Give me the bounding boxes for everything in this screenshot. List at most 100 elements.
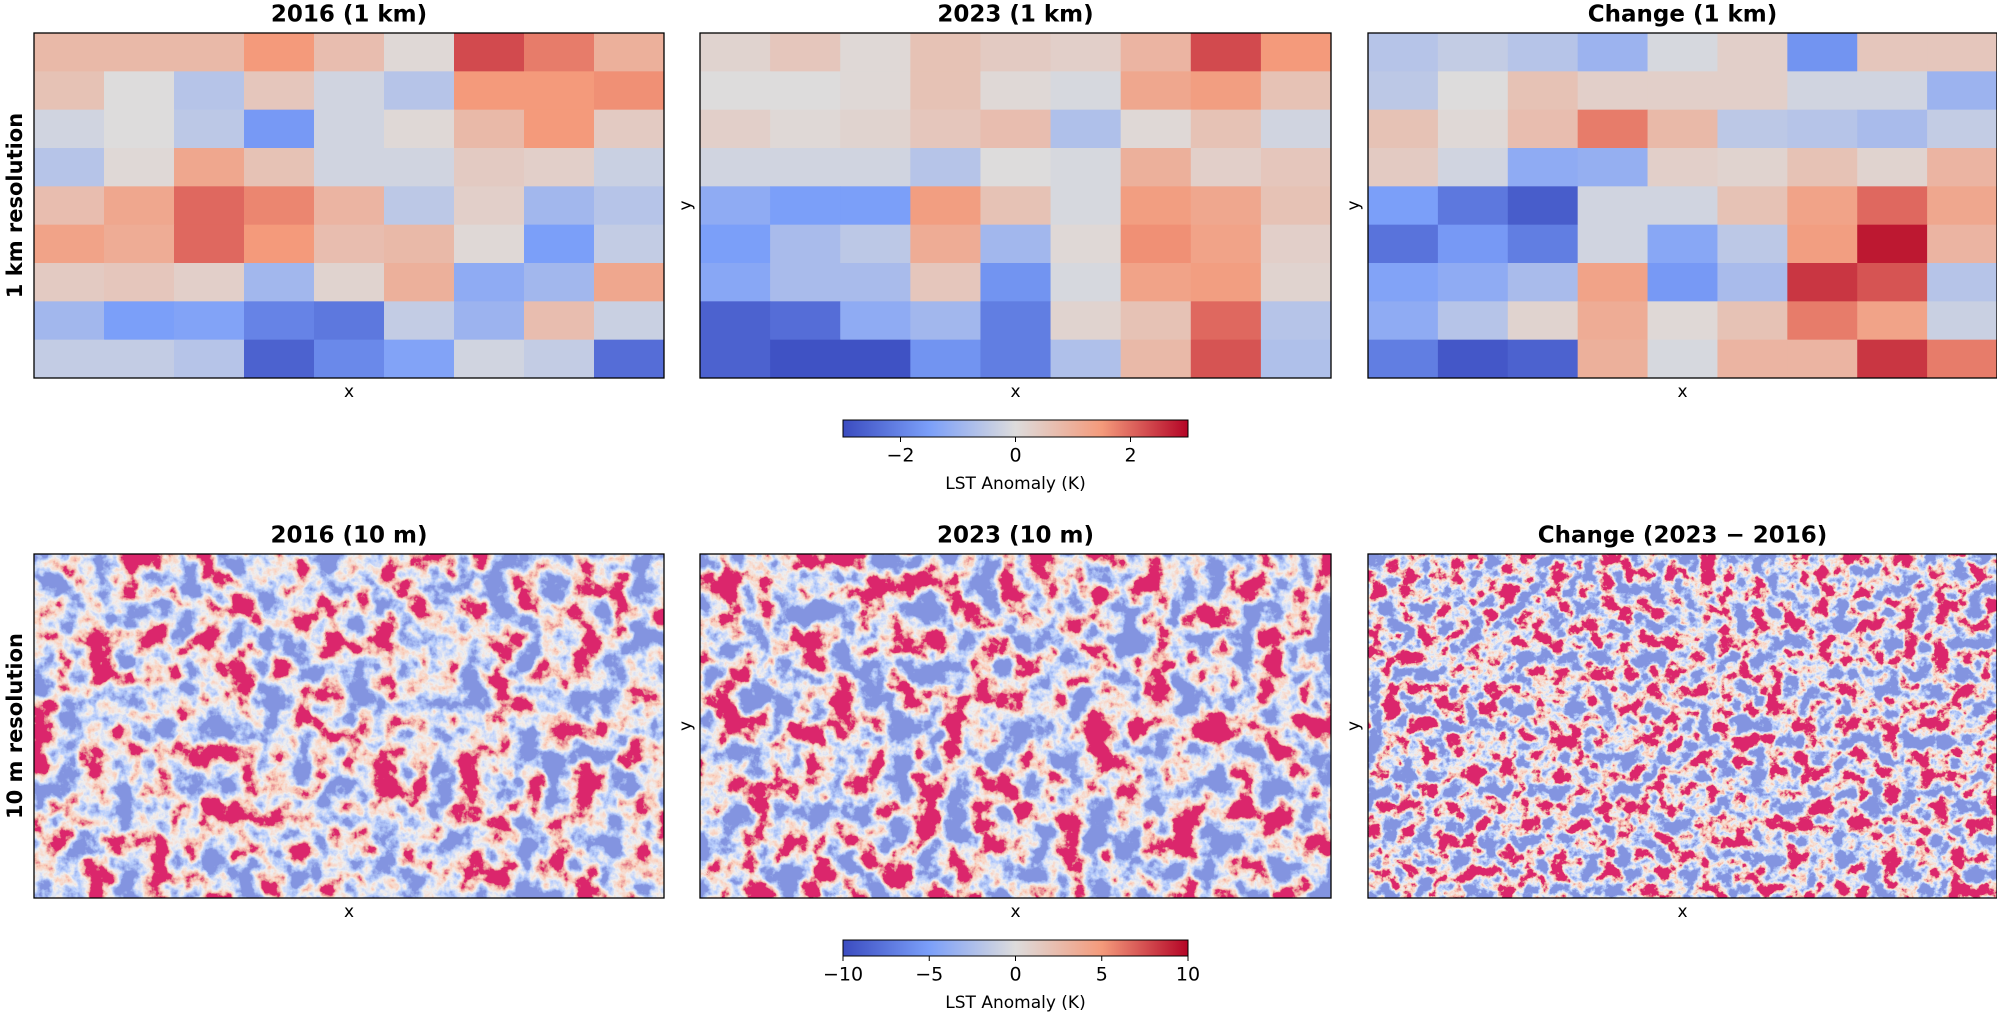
heatmap-cell — [1368, 33, 1439, 72]
heatmap-cell — [1120, 301, 1192, 341]
heatmap-cell — [910, 301, 981, 341]
heatmap-cell — [1787, 33, 1858, 72]
heatmap-cell — [454, 301, 525, 341]
heatmap-cell — [980, 224, 1052, 264]
heatmap-cell — [700, 263, 771, 302]
heatmap-cell — [1717, 263, 1788, 302]
heatmap-cell — [770, 186, 841, 226]
heatmap-cell — [524, 186, 595, 226]
heatmap-cell — [34, 224, 105, 264]
heatmap-cell — [1857, 148, 1928, 187]
heatmap-cell — [1260, 263, 1332, 302]
heatmap-cell — [1190, 224, 1262, 264]
panel-frame — [699, 553, 1332, 899]
heatmap-cell — [1190, 263, 1262, 302]
heatmap-cell — [1437, 186, 1509, 226]
heatmap-cell — [1927, 71, 1997, 111]
heatmap-cell — [1927, 263, 1997, 302]
heatmap-cell — [104, 339, 175, 379]
row-label: 10 m resolution — [3, 633, 27, 819]
heatmap-cell — [1368, 301, 1439, 341]
x-axis-label: x — [1010, 382, 1020, 402]
heatmap-cell — [910, 71, 981, 111]
heatmap-cell — [1507, 339, 1579, 379]
heatmap-cell — [1368, 109, 1439, 149]
heatmap-cell — [1507, 263, 1579, 302]
heatmap-cell — [770, 301, 841, 341]
heatmap-cell — [34, 186, 105, 226]
heatmap-cell — [1577, 301, 1649, 341]
x-axis-label: x — [1677, 902, 1687, 922]
heatmap-cell — [980, 71, 1052, 111]
heatmap-cell — [524, 301, 595, 341]
heatmap-cell — [840, 263, 911, 302]
heatmap-cell — [524, 71, 595, 111]
heatmap-cell — [174, 186, 245, 226]
heatmap-cell — [104, 148, 175, 187]
heatmap-cell — [1050, 224, 1122, 264]
heatmap-cell — [1647, 301, 1718, 341]
heatmap-cell — [384, 33, 455, 72]
heatmap-cell — [840, 148, 911, 187]
colorbar — [842, 939, 1189, 957]
heatmap-cell — [314, 71, 385, 111]
heatmap-cell — [1260, 301, 1332, 341]
y-axis-label: y — [1344, 721, 1364, 731]
heatmap-cell — [980, 33, 1052, 72]
heatmap-cell — [770, 339, 841, 379]
heatmap-cell — [980, 339, 1052, 379]
heatmap-cell — [594, 109, 665, 149]
heatmap-cell — [524, 224, 595, 264]
heatmap-cell — [244, 33, 315, 72]
heatmap-cell — [1368, 224, 1439, 264]
colorbar-tick-label: 10 — [1176, 964, 1200, 986]
heatmap-cell — [34, 33, 105, 72]
heatmap-cell — [34, 71, 105, 111]
heatmap-cell — [840, 224, 911, 264]
heatmap-cell — [1857, 33, 1928, 72]
heatmap-cell — [770, 109, 841, 149]
panel-frame — [699, 32, 1332, 379]
heatmap-cell — [1787, 109, 1858, 149]
heatmap-cell — [1647, 71, 1718, 111]
panel-title: 2016 (10 m) — [270, 523, 427, 549]
heatmap-cell — [1857, 109, 1928, 149]
heatmap-cell — [384, 71, 455, 111]
heatmap-cell — [314, 148, 385, 187]
heatmap-cell — [1260, 109, 1332, 149]
heatmap-cell — [1717, 186, 1788, 226]
heatmap-cell — [104, 186, 175, 226]
heatmap-cell — [104, 263, 175, 302]
heatmap-cell — [1857, 224, 1928, 264]
heatmap-cell — [1857, 263, 1928, 302]
heatmap-cell — [104, 71, 175, 111]
colorbar-tick-label: −2 — [886, 445, 914, 467]
heatmap-cell — [384, 224, 455, 264]
heatmap-cell — [1507, 148, 1579, 187]
x-axis-label: x — [1010, 902, 1020, 922]
heatmap-cell — [1050, 33, 1122, 72]
heatmap-cell — [244, 263, 315, 302]
heatmap-cell — [1577, 71, 1649, 111]
heatmap-cell — [1507, 301, 1579, 341]
panel-title: 2016 (1 km) — [271, 2, 427, 28]
heatmap-cell — [1577, 148, 1649, 187]
heatmap-cell — [1647, 33, 1718, 72]
heatmap-cell — [594, 263, 665, 302]
heatmap-cell — [770, 263, 841, 302]
panel-frame — [33, 32, 665, 379]
heatmap-cell — [1787, 224, 1858, 264]
heatmap-cell — [34, 148, 105, 187]
heatmap-cell — [384, 339, 455, 379]
raster-image — [1368, 554, 1997, 898]
heatmap-cell — [244, 71, 315, 111]
heatmap-cell — [174, 263, 245, 302]
heatmap-cell — [1577, 186, 1649, 226]
heatmap-cell — [1857, 339, 1928, 379]
heatmap-cell — [1927, 224, 1997, 264]
heatmap-cell — [1787, 71, 1858, 111]
heatmap-cell — [700, 224, 771, 264]
heatmap-cell — [244, 339, 315, 379]
heatmap-cell — [1857, 71, 1928, 111]
